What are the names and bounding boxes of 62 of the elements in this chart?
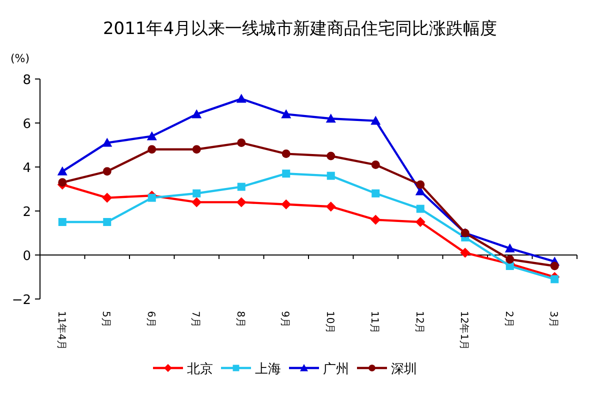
point	[192, 109, 202, 118]
x-tick-label: 5月	[100, 311, 112, 328]
point	[282, 170, 290, 178]
x-tick-label: 11年4月	[55, 311, 68, 350]
x-tick-label: 11月	[368, 311, 380, 334]
x-tick-label: 6月	[144, 311, 156, 328]
point	[57, 166, 68, 176]
point	[103, 218, 112, 226]
x-tick-label: 9月	[279, 311, 290, 328]
point	[460, 248, 470, 258]
point	[281, 199, 292, 210]
x-tick-label: 10月	[324, 311, 335, 334]
point	[102, 138, 112, 147]
point	[146, 131, 157, 140]
point	[372, 189, 380, 198]
legend-label: 深圳	[391, 362, 417, 377]
y-tick-label: 2	[22, 205, 31, 220]
point	[416, 204, 424, 213]
y-tick-label: 8	[22, 73, 31, 88]
x-tick-label: 12年1月	[458, 311, 470, 350]
point	[102, 192, 112, 203]
point	[281, 109, 292, 118]
point	[370, 214, 381, 225]
legend-label: 上海	[255, 362, 281, 377]
point	[415, 217, 426, 227]
point	[326, 152, 336, 160]
point	[416, 180, 425, 189]
point	[102, 167, 112, 176]
point	[192, 145, 201, 154]
point	[58, 178, 67, 187]
point	[237, 138, 246, 148]
point	[236, 94, 246, 103]
point	[371, 160, 380, 170]
point	[326, 114, 336, 123]
point	[148, 145, 156, 154]
point	[506, 255, 514, 264]
y-tick-label: −2	[12, 293, 31, 308]
y-axis-title: (%)	[10, 52, 30, 65]
point	[192, 197, 202, 208]
x-tick-label: 7月	[190, 311, 201, 328]
legend-label: 北京	[187, 362, 213, 377]
chart-title: 2011年4月以来一线城市新建商品住宅同比涨跌幅度	[102, 19, 498, 39]
x-tick-label: 2月	[502, 311, 514, 328]
point	[326, 202, 336, 212]
point	[550, 275, 559, 284]
y-tick-label: 4	[22, 161, 31, 176]
point	[148, 194, 156, 202]
point	[504, 243, 515, 252]
point	[282, 150, 290, 158]
point	[237, 182, 246, 191]
x-tick-label: 3月	[548, 311, 559, 328]
point	[326, 172, 335, 180]
point	[550, 262, 559, 270]
point	[370, 116, 381, 125]
point	[58, 218, 66, 226]
point	[192, 189, 201, 198]
y-tick-label: 6	[22, 117, 31, 132]
x-tick-label: 8月	[234, 311, 246, 328]
x-tick-label: 12月	[413, 311, 424, 334]
point	[236, 197, 246, 208]
legend-label: 广州	[323, 362, 349, 377]
y-tick-label: 0	[22, 249, 31, 264]
